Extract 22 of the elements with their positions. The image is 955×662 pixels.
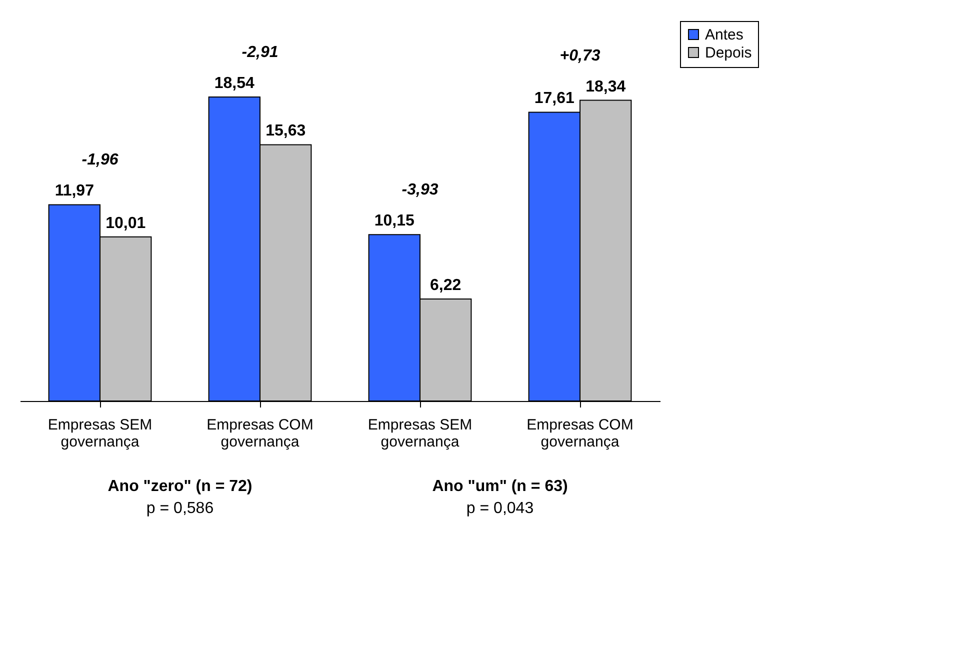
x-tick-label: Empresas COM governança — [526, 416, 634, 450]
x-tick-label: Empresas SEM governança — [48, 416, 152, 450]
text: p = 0,043 — [466, 500, 534, 517]
data-label: 18,54 — [214, 75, 255, 92]
text: Ano "zero" (n = 72) — [108, 478, 252, 495]
data-label: 11,97 — [54, 182, 94, 200]
data-label: 10,01 — [106, 214, 146, 232]
annotation: -3,93 — [402, 182, 438, 199]
data-label: 15,63 — [266, 122, 306, 140]
data-label: 6,22 — [430, 277, 462, 294]
text: Ano "um" (n = 63) — [432, 478, 568, 495]
data-label: 17,61 — [534, 90, 575, 108]
x-tick-label: Empresas COM governança — [206, 416, 314, 450]
data-label: 10,15 — [374, 212, 415, 230]
text: -2,91 — [242, 44, 278, 61]
legend-label: Depois — [705, 44, 752, 62]
legend-label: Antes — [705, 26, 744, 44]
annotation: -1,96 — [82, 152, 118, 169]
data-label: 18,34 — [586, 78, 626, 96]
text: +0,73 — [560, 47, 600, 64]
x-tick-label: Empresas SEM governança — [368, 416, 472, 450]
text: p = 0,586 — [146, 500, 214, 517]
